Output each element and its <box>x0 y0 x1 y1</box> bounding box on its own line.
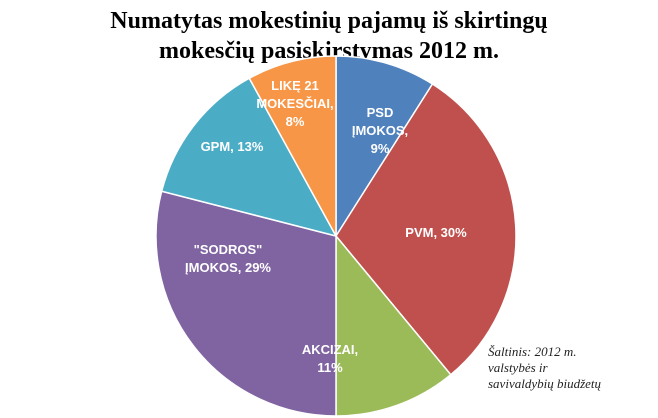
slice-label-3-line-0: "SODROS" <box>194 242 263 257</box>
slice-label-3-line-1: ĮMOKOS, 29% <box>185 260 271 275</box>
slice-label-2-line-1: 11% <box>317 360 343 375</box>
pie-slice-3 <box>155 190 337 417</box>
slice-label-1: PVM, 30% <box>405 225 467 240</box>
chart-title-line-1: Numatytas mokestinių pajamų iš skirtingų <box>110 8 548 34</box>
pie-slice-2 <box>335 233 452 417</box>
slice-label-2-line-0: AKCIZAI, <box>302 342 358 357</box>
pie-slice-0 <box>335 55 434 239</box>
pie-slice-1 <box>335 82 517 376</box>
pie-slice-4 <box>160 77 338 238</box>
slice-label-0-line-1: ĮMOKOS, <box>352 123 408 138</box>
slice-label-0: PSD ĮMOKOS, 9% <box>352 105 408 156</box>
source-note: Šaltinis: 2012 m. valstybės ir savivaldy… <box>488 344 658 392</box>
slice-label-4-line-0: GPM, 13% <box>201 139 264 154</box>
pie-labels: PSD ĮMOKOS, 9% PVM, 30% AKCIZAI, 11% "SODROS" Į… <box>185 78 467 375</box>
slice-label-5-line-1: MOKESČIAI, <box>256 96 333 111</box>
slice-label-3: "SODROS" ĮMOKOS, 29% <box>185 242 271 275</box>
slice-label-2: AKCIZAI, 11% <box>302 342 358 375</box>
source-line-1: Šaltinis: 2012 m. <box>488 344 577 359</box>
slice-label-4: GPM, 13% <box>201 139 264 154</box>
source-line-3: savivaldybių biudžetų <box>488 376 602 391</box>
slice-label-0-line-2: 9% <box>371 141 390 156</box>
slice-label-5-line-0: LIKĘ 21 <box>271 78 319 93</box>
slice-label-5: LIKĘ 21 MOKESČIAI, 8% <box>256 78 333 129</box>
slice-label-0-line-0: PSD <box>367 105 394 120</box>
slice-label-1-line-0: PVM, 30% <box>405 225 467 240</box>
source-line-2: valstybės ir <box>488 360 548 375</box>
chart-title: Numatytas mokestinių pajamų iš skirtingų… <box>0 6 658 66</box>
pie-slices <box>155 55 517 417</box>
slice-label-5-line-2: 8% <box>286 114 305 129</box>
pie-slice-5 <box>248 55 337 237</box>
